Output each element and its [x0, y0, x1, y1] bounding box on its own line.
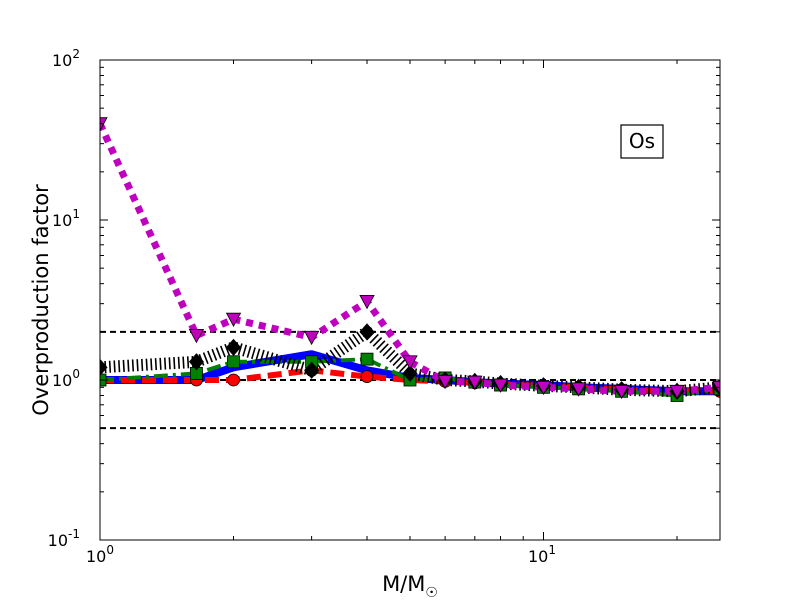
data-point — [303, 330, 320, 346]
data-point — [359, 294, 375, 310]
data-point — [100, 358, 108, 376]
data-point — [360, 370, 374, 384]
x-tick-label: 100 — [86, 543, 114, 566]
data-point — [492, 378, 509, 393]
y-tick-label: 101 — [52, 207, 80, 230]
x-axis-label: M/M☉ — [382, 572, 438, 600]
data-point — [225, 312, 242, 328]
data-point — [227, 373, 240, 387]
annotation-box: Os — [620, 124, 664, 159]
y-tick-label: 10-1 — [48, 527, 80, 550]
data-point — [570, 382, 587, 397]
data-point — [613, 384, 630, 400]
data-point — [437, 375, 453, 390]
y-tick-labels: 10-1 100 101 102 — [48, 47, 80, 550]
data-point — [535, 380, 552, 396]
axis-ticks — [99, 60, 720, 541]
data-point — [402, 355, 418, 370]
y-tick-label: 100 — [52, 367, 80, 390]
data-point — [227, 355, 240, 369]
annotation-frame — [620, 124, 664, 159]
y-axis-label: Overproduction factor — [29, 184, 53, 416]
x-tick-label: 101 — [528, 543, 556, 566]
data-point — [402, 364, 418, 382]
data-point — [188, 328, 205, 344]
plot-background — [100, 60, 720, 540]
data-point — [225, 338, 242, 356]
y-tick-label: 102 — [52, 47, 80, 70]
data-point — [359, 323, 375, 341]
data-point — [467, 375, 483, 390]
series-line-4 — [100, 122, 720, 395]
x-tick-labels: 100 101 — [86, 543, 556, 566]
data-point — [304, 361, 320, 379]
data-point — [188, 353, 204, 371]
data-point — [360, 352, 374, 366]
annotation-label: Os — [629, 129, 655, 153]
data-point — [669, 384, 685, 400]
